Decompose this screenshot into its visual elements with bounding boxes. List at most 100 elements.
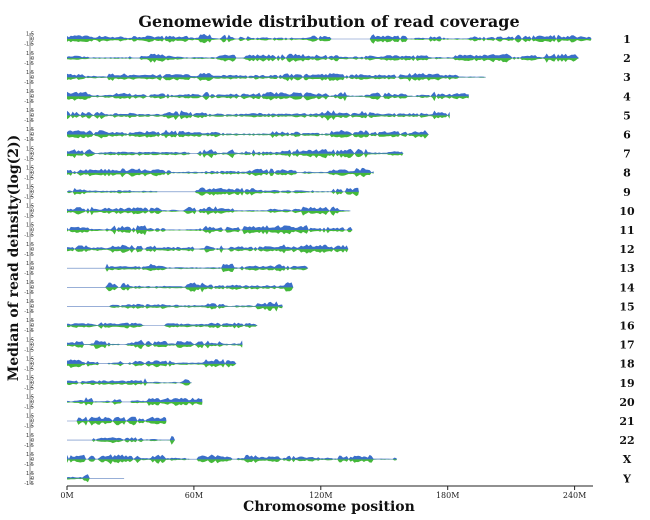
chromosome-label-X: X [623,453,632,466]
chromosome-label-15: 15 [619,300,634,313]
coverage-positive-11 [67,225,353,230]
coverage-positive-19 [67,378,192,383]
coverage-positive-14 [67,282,294,288]
coverage-negative-7 [67,153,404,159]
y-tick-label: 0 [31,457,34,463]
coverage-negative-9 [67,191,359,197]
chromosome-label-Y: Y [622,472,631,485]
y-tick-label: 0 [31,56,34,62]
chromosome-track-Y: 1.50-1.5 Y [24,471,631,487]
coverage-positive-15 [67,301,283,307]
coverage-negative-22 [67,440,175,445]
chromosome-track-18: 1.50-1.5 18 [24,356,635,372]
y-tick-label: 0 [31,170,34,176]
y-tick-label: -1.5 [24,386,34,392]
coverage-positive-X [67,454,397,460]
y-tick-label: 0 [31,190,34,196]
coverage-positive-18 [67,359,237,364]
y-tick-label: -1.5 [24,347,34,353]
coverage-negative-19 [67,382,192,386]
y-tick-label: -1.5 [24,99,34,105]
coverage-positive-21 [67,416,167,421]
chromosome-tracks: 1.50-1.5 11.50-1.5 21.50-1.5 31.50-1.5 41.50… [24,32,635,487]
chromosome-track-6: 1.50-1.5 6 [24,127,631,143]
y-tick-label: 0 [31,247,34,253]
chromosome-track-20: 1.50-1.5 20 [24,395,635,411]
x-axis: 0M 60M 120M 180M 240M [60,485,593,500]
chromosome-label-13: 13 [619,262,634,275]
coverage-positive-12 [67,244,349,250]
y-tick-label: -1.5 [24,443,34,449]
chromosome-label-21: 21 [619,415,634,428]
y-tick-label: 0 [31,285,34,291]
coverage-positive-7 [67,148,404,154]
chromosome-track-11: 1.50-1.5 11 [24,223,634,239]
coverage-positive-20 [67,397,203,402]
y-tick-label: 0 [31,400,34,406]
chromosome-label-5: 5 [623,109,631,122]
y-tick-label: 0 [31,476,34,482]
coverage-negative-X [67,459,397,465]
y-tick-label: -1.5 [24,80,34,86]
chromosome-track-13: 1.50-1.5 13 [24,261,634,277]
x-tick-label: 0M [60,491,73,500]
y-tick-label: 0 [31,381,34,387]
coverage-positive-5 [67,110,450,116]
coverage-negative-Y [67,478,125,483]
y-tick-label: -1.5 [24,290,34,296]
coverage-negative-10 [67,210,351,216]
y-tick-label: -1.5 [24,214,34,220]
coverage-positive-8 [67,167,374,173]
coverage-positive-13 [67,263,309,269]
coverage-negative-12 [67,249,349,254]
x-tick-label: 240M [563,491,586,500]
y-tick-label: -1.5 [24,118,34,124]
coverage-negative-16 [67,325,258,329]
chromosome-label-22: 22 [619,434,634,447]
coverage-positive-22 [67,435,175,441]
coverage-positive-10 [67,206,351,211]
y-tick-label: 0 [31,151,34,157]
chromosome-label-3: 3 [623,71,631,84]
coverage-negative-18 [67,363,237,368]
coverage-negative-5 [67,115,450,121]
coverage-positive-17 [67,339,243,345]
chromosome-label-9: 9 [623,186,631,199]
coverage-positive-Y [67,474,125,479]
coverage-positive-6 [67,129,429,135]
coverage-negative-20 [67,401,203,406]
chromosome-track-9: 1.50-1.5 9 [24,185,631,201]
y-tick-label: -1.5 [24,462,34,468]
x-tick-label: 180M [436,491,459,500]
y-tick-label: -1.5 [24,61,34,67]
chromosome-track-2: 1.50-1.5 2 [24,51,631,67]
y-tick-label: 0 [31,419,34,425]
y-tick-label: -1.5 [24,309,34,315]
coverage-negative-6 [67,134,429,139]
coverage-positive-9 [67,187,359,192]
y-tick-label: -1.5 [24,271,34,277]
chromosome-label-12: 12 [619,243,634,256]
chromosome-label-11: 11 [619,224,634,237]
coverage-positive-4 [67,91,469,97]
coverage-negative-15 [67,306,283,312]
y-tick-label: 0 [31,323,34,329]
coverage-positive-1 [67,33,592,39]
coverage-negative-14 [67,287,294,293]
y-tick-label: 0 [31,266,34,272]
chromosome-track-14: 1.50-1.5 14 [24,280,635,296]
coverage-negative-3 [67,77,486,82]
y-tick-label: -1.5 [24,424,34,430]
y-tick-label: 0 [31,94,34,100]
y-tick-label: -1.5 [24,405,34,411]
chromosome-track-22: 1.50-1.5 22 [24,433,634,449]
y-tick-label: 0 [31,438,34,444]
y-tick-label: 0 [31,113,34,119]
coverage-negative-2 [67,58,579,63]
chromosome-track-X: 1.50-1.5 X [24,452,631,468]
chromosome-track-16: 1.50-1.5 16 [24,318,635,334]
x-tick-label: 120M [309,491,332,500]
chromosome-label-4: 4 [623,90,631,103]
chromosome-track-1: 1.50-1.5 1 [24,32,631,48]
chromosome-label-17: 17 [619,339,634,352]
